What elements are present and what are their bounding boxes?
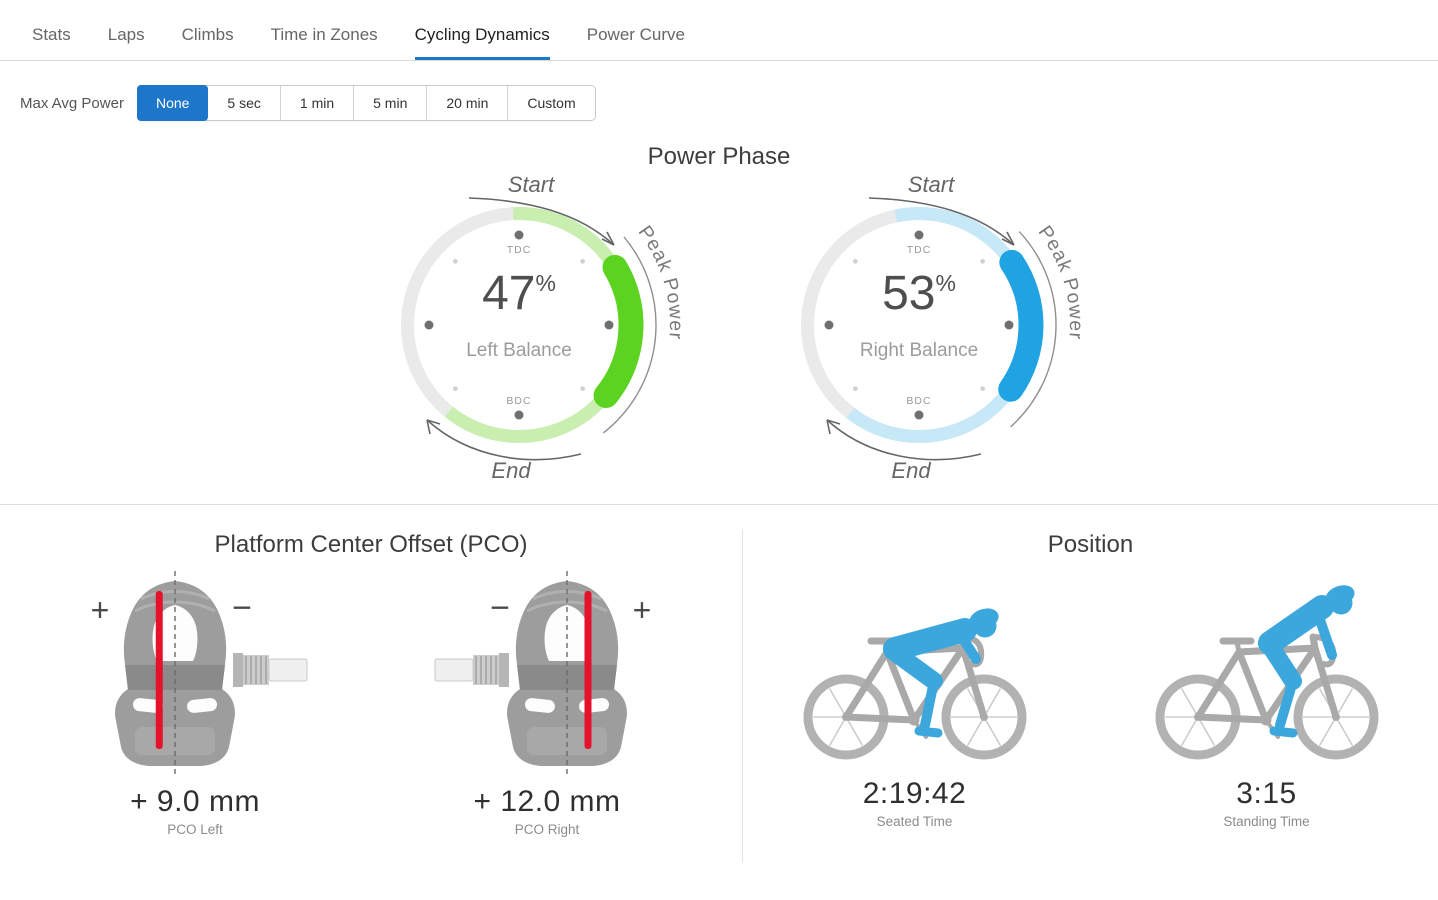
bottom-sections: Platform Center Offset (PCO) + − + 9.0 mm… [0, 504, 1438, 863]
tab-power-curve[interactable]: Power Curve [586, 25, 686, 44]
max-avg-power-5min-button[interactable]: 5 min [354, 86, 428, 120]
max-avg-power-none-button[interactable]: None [136, 85, 209, 121]
standing-cyclist-illustration [1112, 569, 1422, 769]
max-avg-power-button-group: None 5 sec 1 min 5 min 20 min Custom [136, 85, 596, 121]
svg-text:End: End [491, 458, 531, 483]
svg-text:BDC: BDC [906, 395, 931, 407]
seated-time-value: 2:19:42 [862, 777, 967, 810]
svg-text:Left Balance: Left Balance [466, 340, 572, 361]
svg-text:TDC: TDC [507, 244, 532, 256]
pco-right-label: PCO Right [514, 822, 580, 837]
max-avg-power-custom-button[interactable]: Custom [508, 86, 595, 120]
seated-cyclist-illustration [760, 569, 1070, 769]
section-divider [742, 529, 743, 863]
right-pedal-illustration: + − [392, 569, 702, 777]
max-avg-power-1min-button[interactable]: 1 min [280, 86, 355, 120]
svg-text:Start: Start [508, 172, 555, 197]
pco-section: Platform Center Offset (PCO) + − + 9.0 mm… [0, 505, 742, 862]
standing-block: 3:15 Standing Time [1112, 569, 1422, 829]
max-avg-power-5sec-button[interactable]: 5 sec [208, 86, 281, 120]
svg-text:+: + [633, 592, 652, 628]
pco-right-value: + 12.0 mm [473, 785, 621, 818]
tab-time-in-zones[interactable]: Time in Zones [270, 25, 378, 44]
standing-time-value: 3:15 [1236, 777, 1297, 810]
tab-stats[interactable]: Stats [32, 25, 71, 44]
position-section: Position 2:19:42 Seated Time 3:15 Standi… [743, 505, 1438, 862]
pco-left-value: + 9.0 mm [130, 785, 260, 818]
svg-text:TDC: TDC [907, 244, 932, 256]
seated-time-label: Seated Time [876, 814, 953, 829]
svg-text:Right Balance: Right Balance [860, 340, 978, 361]
svg-text:−: − [232, 589, 252, 627]
svg-text:53%: 53% [882, 267, 956, 320]
pco-left-block: + − + 9.0 mm PCO Left [40, 569, 350, 837]
pco-right-block: + − + 12.0 mm PCO Right [392, 569, 702, 837]
svg-text:End: End [891, 458, 931, 483]
tab-laps[interactable]: Laps [107, 25, 145, 44]
left-balance-gauge: Peak Power TDC BDC 47% Left Balance Start End [349, 165, 689, 500]
pco-left-label: PCO Left [167, 822, 223, 837]
power-phase-section: Power Phase Peak Power TDC BDC 47% Left Bala… [0, 143, 1438, 500]
tab-cycling-dynamics[interactable]: Cycling Dynamics [414, 25, 550, 60]
pco-title: Platform Center Offset (PCO) [214, 531, 528, 558]
power-phase-title: Power Phase [647, 143, 791, 170]
svg-text:−: − [490, 589, 510, 627]
max-avg-power-label: Max Avg Power [20, 94, 124, 112]
power-phase-gauges: Peak Power TDC BDC 47% Left Balance Start End … [0, 165, 1438, 500]
svg-text:+: + [91, 592, 110, 628]
position-title: Position [1047, 531, 1134, 558]
standing-time-label: Standing Time [1223, 814, 1310, 829]
svg-text:BDC: BDC [506, 395, 531, 407]
left-pedal-illustration: + − [40, 569, 350, 777]
max-avg-power-controls: Max Avg Power None 5 sec 1 min 5 min 20 … [0, 61, 1438, 127]
right-balance-gauge: Peak Power TDC BDC 53% Right Balance Start End [749, 165, 1089, 500]
seated-block: 2:19:42 Seated Time [760, 569, 1070, 829]
svg-text:Start: Start [908, 172, 955, 197]
max-avg-power-20min-button[interactable]: 20 min [427, 86, 509, 120]
tab-bar: Stats Laps Climbs Time in Zones Cycling … [0, 0, 1438, 61]
tab-climbs[interactable]: Climbs [181, 25, 234, 44]
svg-text:47%: 47% [482, 267, 556, 320]
